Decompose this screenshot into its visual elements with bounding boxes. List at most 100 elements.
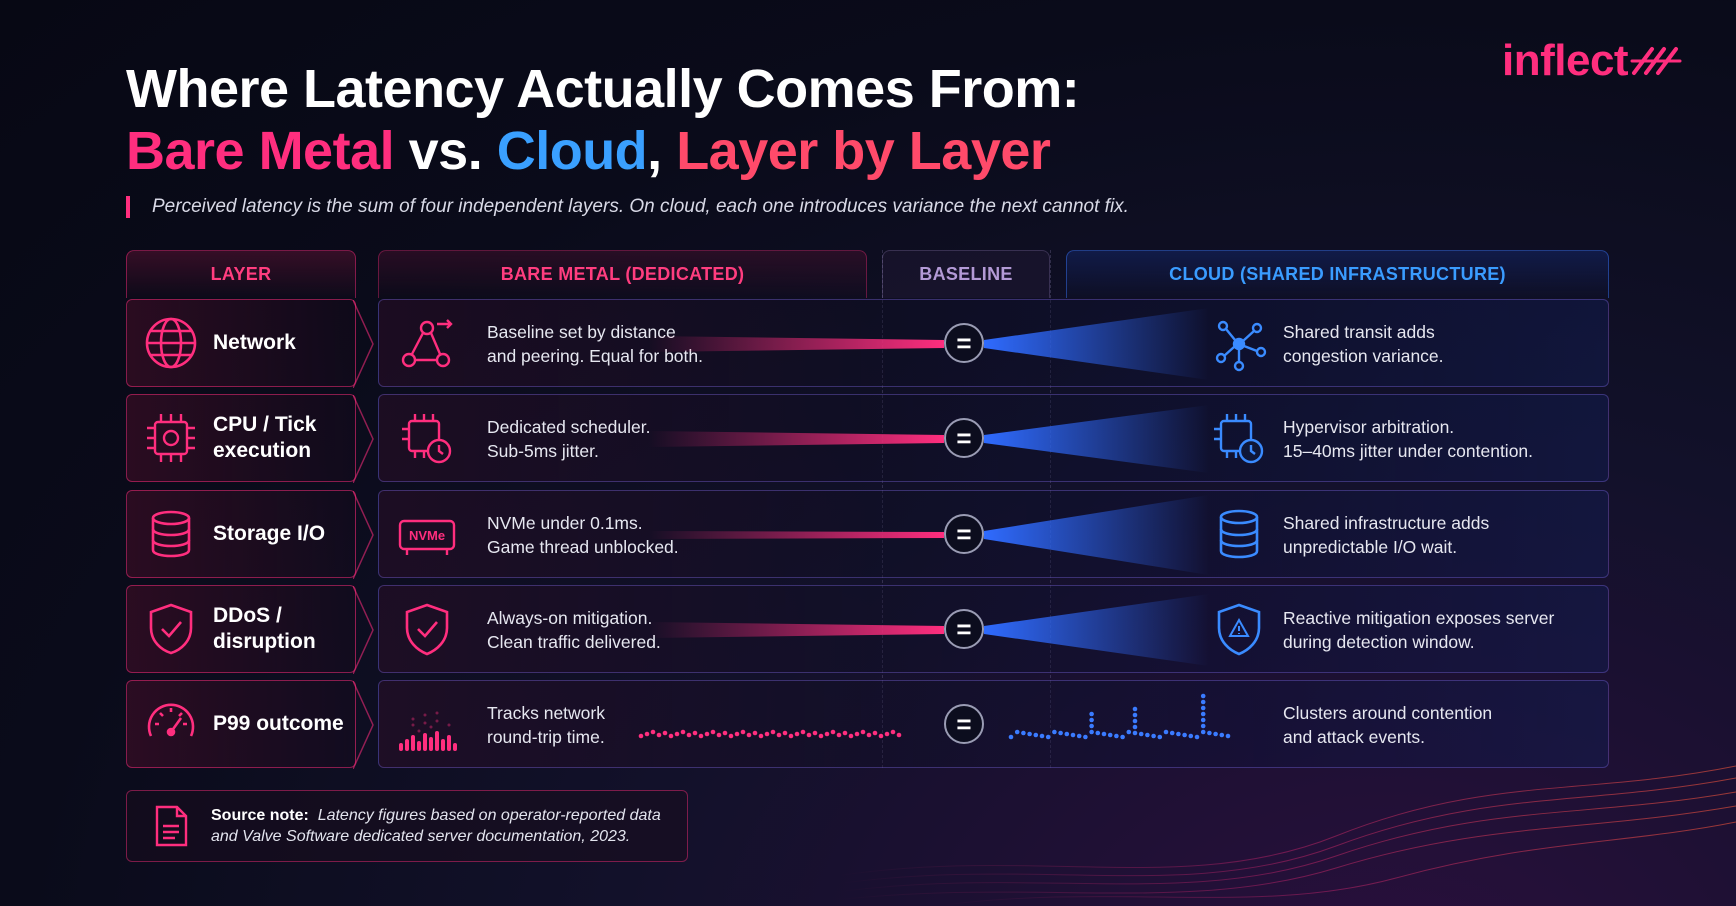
bm-line1: Tracks network xyxy=(487,703,605,723)
brand-slash-mark-icon xyxy=(1630,47,1682,75)
p99-dot-bare-metal xyxy=(836,732,842,738)
p99-dot-cloud xyxy=(1132,730,1138,736)
source-note: Source note: Latency figures based on op… xyxy=(126,790,688,862)
database-icon xyxy=(151,510,191,558)
cl-line2: unpredictable I/O wait. xyxy=(1283,537,1458,557)
cloud-description: Shared infrastructure adds unpredictable … xyxy=(1283,511,1603,559)
p99-dot-cloud-spike xyxy=(1200,699,1206,705)
cloud-description: Hypervisor arbitration. 15–40ms jitter un… xyxy=(1283,415,1603,463)
p99-dot-bare-metal xyxy=(854,731,860,737)
layer-cell-storage: Storage I/O xyxy=(126,490,374,579)
bare-metal-description: Dedicated scheduler. Sub-5ms jitter. xyxy=(487,415,747,463)
row-ddos: DDoS / disruption Always-on mitigation. Cl… xyxy=(0,585,1736,674)
row-p99: P99 outcome Tracks network round-trip tim… xyxy=(0,680,1736,769)
p99-dot-bare-metal xyxy=(890,729,896,735)
p99-dot-bare-metal xyxy=(818,733,824,739)
latency-beam xyxy=(649,405,1209,473)
layer-label-line1: Network xyxy=(213,331,296,354)
latency-beam xyxy=(649,308,1209,380)
cl-line1: Reactive mitigation exposes server xyxy=(1283,608,1555,628)
row-storage: Storage I/O NVMe NVMe under 0.1ms. Game t… xyxy=(0,490,1736,579)
bare-metal-description: NVMe under 0.1ms. Game thread unblocked. xyxy=(487,511,747,559)
layer-label: Storage I/O xyxy=(213,521,325,547)
p99-dot-cloud xyxy=(1182,732,1187,738)
p99-dot-bare-metal xyxy=(668,733,674,739)
header-bare-metal: BARE METAL (DEDICATED) xyxy=(378,250,867,298)
p99-dot-cloud xyxy=(1225,733,1231,739)
bm-line2: Game thread unblocked. xyxy=(487,537,679,557)
p99-dot-cloud xyxy=(1095,730,1101,736)
chevron-right-icon xyxy=(353,681,374,769)
p99-dot-cloud xyxy=(1145,732,1150,738)
shield-warning-icon xyxy=(1217,603,1261,656)
cl-line1: Shared transit adds xyxy=(1283,322,1435,342)
p99-dot-cloud-spike xyxy=(1132,724,1138,730)
cloud-description: Clusters around contention and attack eve… xyxy=(1283,701,1603,749)
p99-dot-cloud xyxy=(1176,731,1181,737)
p99-dot-bare-metal xyxy=(698,733,704,739)
shield-check-icon xyxy=(405,603,449,656)
comparison-cell-ddos: Always-on mitigation. Clean traffic deliv… xyxy=(378,585,1609,673)
p99-dot-cloud-spike xyxy=(1132,712,1138,718)
comparison-cell-network: Baseline set by distance and peering. Equ… xyxy=(378,299,1609,387)
p99-dot-bare-metal xyxy=(794,731,800,737)
p99-dot-cloud xyxy=(1107,732,1113,738)
bm-line2: round-trip time. xyxy=(487,727,605,747)
baseline-equals: = xyxy=(944,609,984,649)
row-network: Network Baseline set by distance and peer… xyxy=(0,299,1736,388)
p99-dot-cloud xyxy=(1207,730,1212,736)
p99-dot-bare-metal xyxy=(638,733,644,739)
p99-dot-cloud xyxy=(1126,729,1132,735)
bm-line1: Always-on mitigation. xyxy=(487,608,653,628)
p99-dot-bare-metal xyxy=(842,730,848,736)
chevron-right-icon xyxy=(353,586,374,674)
hub-network-icon xyxy=(1215,320,1267,372)
layer-label-line1: Storage I/O xyxy=(213,522,326,545)
p99-dot-bare-metal xyxy=(776,732,782,738)
p99-dot-cloud xyxy=(1076,733,1082,739)
layer-label-line1: P99 outcome xyxy=(213,712,344,735)
p99-dot-cloud-spike xyxy=(1089,723,1094,729)
bare-metal-description: Tracks network round-trip time. xyxy=(487,701,747,749)
p99-dot-cloud-spike xyxy=(1089,711,1094,717)
document-icon xyxy=(155,805,188,847)
p99-dot-bare-metal xyxy=(806,732,812,738)
layer-label: CPU / Tick execution xyxy=(213,412,316,464)
p99-dot-bare-metal xyxy=(734,731,740,737)
layer-label: Network xyxy=(213,330,296,356)
p99-dot-cloud xyxy=(1045,734,1051,740)
p99-dot-bare-metal xyxy=(800,729,806,735)
bm-line1: NVMe under 0.1ms. xyxy=(487,513,643,533)
title-bare-metal: Bare Metal xyxy=(126,121,395,181)
layer-label-line2: disruption xyxy=(213,630,316,653)
p99-dot-cloud xyxy=(1014,729,1020,735)
header-cloud: CLOUD (SHARED INFRASTRUCTURE) xyxy=(1066,250,1609,298)
nvme-drive-icon: NVMe xyxy=(398,519,456,555)
p99-dot-bare-metal xyxy=(716,732,722,738)
row-cpu: CPU / Tick execution Dedicated scheduler.… xyxy=(0,394,1736,483)
layer-cell-ddos: DDoS / disruption xyxy=(126,585,374,674)
cl-line2: and attack events. xyxy=(1283,727,1426,747)
baseline-equals: = xyxy=(944,323,984,363)
histogram-icon xyxy=(399,711,457,751)
cpu-chip-icon xyxy=(147,414,195,462)
p99-dot-bare-metal xyxy=(656,732,662,738)
source-note-text: Source note: Latency figures based on op… xyxy=(211,805,661,847)
bare-metal-description: Always-on mitigation. Clean traffic deliv… xyxy=(487,606,747,654)
p99-dot-cloud xyxy=(1033,732,1039,738)
p99-dot-cloud xyxy=(1120,734,1125,740)
p99-dot-cloud xyxy=(1039,733,1045,739)
p99-dot-bare-metal xyxy=(644,731,650,737)
cl-line1: Shared infrastructure adds xyxy=(1283,513,1490,533)
p99-dot-cloud xyxy=(1083,734,1088,740)
p99-dot-cloud xyxy=(1194,734,1200,740)
p99-dot-cloud xyxy=(1058,730,1063,736)
p99-dot-cloud-spike xyxy=(1200,717,1206,723)
layer-cell-network: Network xyxy=(126,299,374,388)
p99-dot-bare-metal xyxy=(824,731,830,737)
latency-beam xyxy=(649,594,1209,666)
layer-label: P99 outcome xyxy=(213,711,344,737)
chevron-right-icon xyxy=(353,300,374,388)
shield-check-icon xyxy=(149,603,193,655)
layer-label-line1: DDoS / xyxy=(213,604,282,627)
